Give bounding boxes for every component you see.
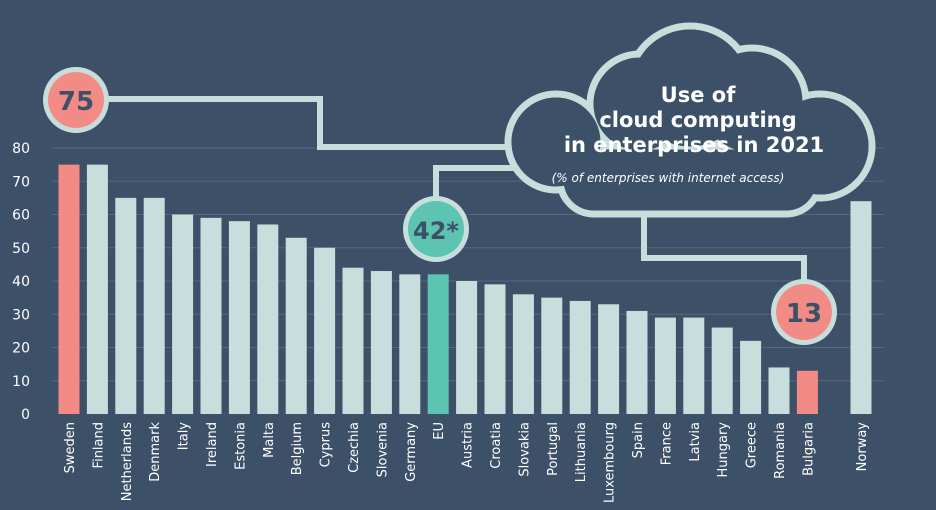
x-tick-label-slovenia: Slovenia	[375, 422, 390, 477]
chart-title-line-2: cloud computing	[599, 108, 796, 132]
bar-austria	[456, 281, 478, 414]
x-tick-label-lithuania: Lithuania	[574, 422, 589, 482]
sweden-callout-label: 75	[58, 87, 94, 117]
x-tick-label-austria: Austria	[461, 422, 476, 468]
y-tick-label: 60	[12, 208, 30, 224]
y-tick-label: 10	[12, 374, 30, 390]
bar-bulgaria	[796, 370, 818, 414]
x-tick-label-latvia: Latvia	[688, 422, 703, 462]
x-tick-label-eu: EU	[432, 422, 447, 440]
x-tick-label-malta: Malta	[262, 422, 277, 458]
x-tick-label-ireland: Ireland	[205, 422, 220, 467]
eu-connector-line	[433, 165, 520, 203]
bar-luxembourg	[598, 304, 620, 414]
x-tick-label-germany: Germany	[404, 422, 419, 482]
y-tick-label: 0	[21, 407, 30, 423]
bulgaria-callout-label: 13	[786, 299, 822, 329]
y-tick-label: 80	[12, 141, 30, 157]
bar-latvia	[683, 317, 705, 414]
bar-spain	[626, 310, 648, 414]
x-tick-label-denmark: Denmark	[148, 422, 163, 482]
title-cloud: Use of cloud computing in enterprises in…	[504, 22, 876, 218]
bar-finland	[86, 164, 108, 414]
x-tick-label-portugal: Portugal	[546, 422, 561, 476]
bulgaria-connector-line	[641, 214, 807, 286]
x-tick-label-bulgaria: Bulgaria	[801, 422, 816, 476]
bar-france	[654, 317, 676, 414]
bar-germany	[399, 274, 421, 414]
bar-norway	[850, 201, 872, 414]
x-tick-label-spain: Spain	[631, 422, 646, 458]
x-tick-label-cyprus: Cyprus	[319, 422, 334, 468]
sweden-callout: 75	[43, 67, 109, 133]
x-tick-label-greece: Greece	[745, 422, 760, 468]
bar-belgium	[285, 237, 307, 414]
bar-greece	[740, 340, 762, 414]
eu-callout-label: 42*	[413, 217, 459, 245]
x-tick-label-italy: Italy	[177, 422, 192, 451]
chart-title-line-3: in enterprises in 2021	[564, 133, 824, 157]
bar-eu	[427, 274, 449, 414]
bar-croatia	[484, 284, 506, 414]
bar-estonia	[228, 221, 250, 414]
bar-malta	[257, 224, 279, 414]
x-tick-label-czechia: Czechia	[347, 422, 362, 473]
bar-ireland	[200, 217, 222, 414]
y-tick-label: 30	[12, 307, 30, 323]
bar-lithuania	[569, 300, 591, 414]
x-tick-label-netherlands: Netherlands	[120, 422, 135, 501]
x-tick-label-belgium: Belgium	[290, 422, 305, 475]
y-tick-label: 40	[12, 274, 30, 290]
bar-cyprus	[314, 247, 336, 414]
y-tick-label: 20	[12, 341, 30, 357]
x-tick-label-estonia: Estonia	[233, 422, 248, 470]
chart-subtitle: (% of enterprises with internet access)	[552, 171, 785, 185]
bar-netherlands	[115, 197, 137, 414]
bar-hungary	[711, 327, 733, 414]
x-tick-label-slovakia: Slovakia	[517, 422, 532, 477]
sweden-connector-line	[108, 96, 512, 150]
x-tick-label-romania: Romania	[773, 422, 788, 479]
chart-title-line-1: Use of	[661, 83, 737, 107]
bar-sweden	[58, 164, 80, 414]
bar-romania	[768, 367, 790, 414]
bar-denmark	[143, 197, 165, 414]
callout-connectors	[108, 96, 807, 286]
y-tick-label: 70	[12, 174, 30, 190]
bar-slovenia	[370, 271, 392, 414]
x-tick-label-france: France	[659, 422, 674, 465]
cloud-fill	[511, 29, 869, 211]
x-tick-label-croatia: Croatia	[489, 422, 504, 469]
eu-callout: 42*	[403, 196, 469, 262]
bar-portugal	[541, 297, 563, 414]
bar-slovakia	[512, 294, 534, 414]
y-axis: 0 10 20 30 40 50 60 70 80	[12, 141, 30, 423]
x-tick-label-sweden: Sweden	[63, 422, 78, 473]
x-axis-labels: Sweden Finland Netherlands Denmark Italy Irel…	[63, 422, 870, 503]
bulgaria-callout: 13	[771, 279, 837, 345]
y-tick-label: 50	[12, 241, 30, 257]
x-tick-label-finland: Finland	[91, 422, 106, 468]
x-tick-label-norway: Norway	[855, 422, 870, 472]
bar-czechia	[342, 267, 364, 414]
x-tick-label-hungary: Hungary	[716, 422, 731, 478]
bars	[58, 164, 872, 414]
value-callouts: 75 42* 13	[43, 67, 837, 345]
bar-italy	[172, 214, 194, 414]
x-tick-label-luxembourg: Luxembourg	[603, 422, 618, 503]
